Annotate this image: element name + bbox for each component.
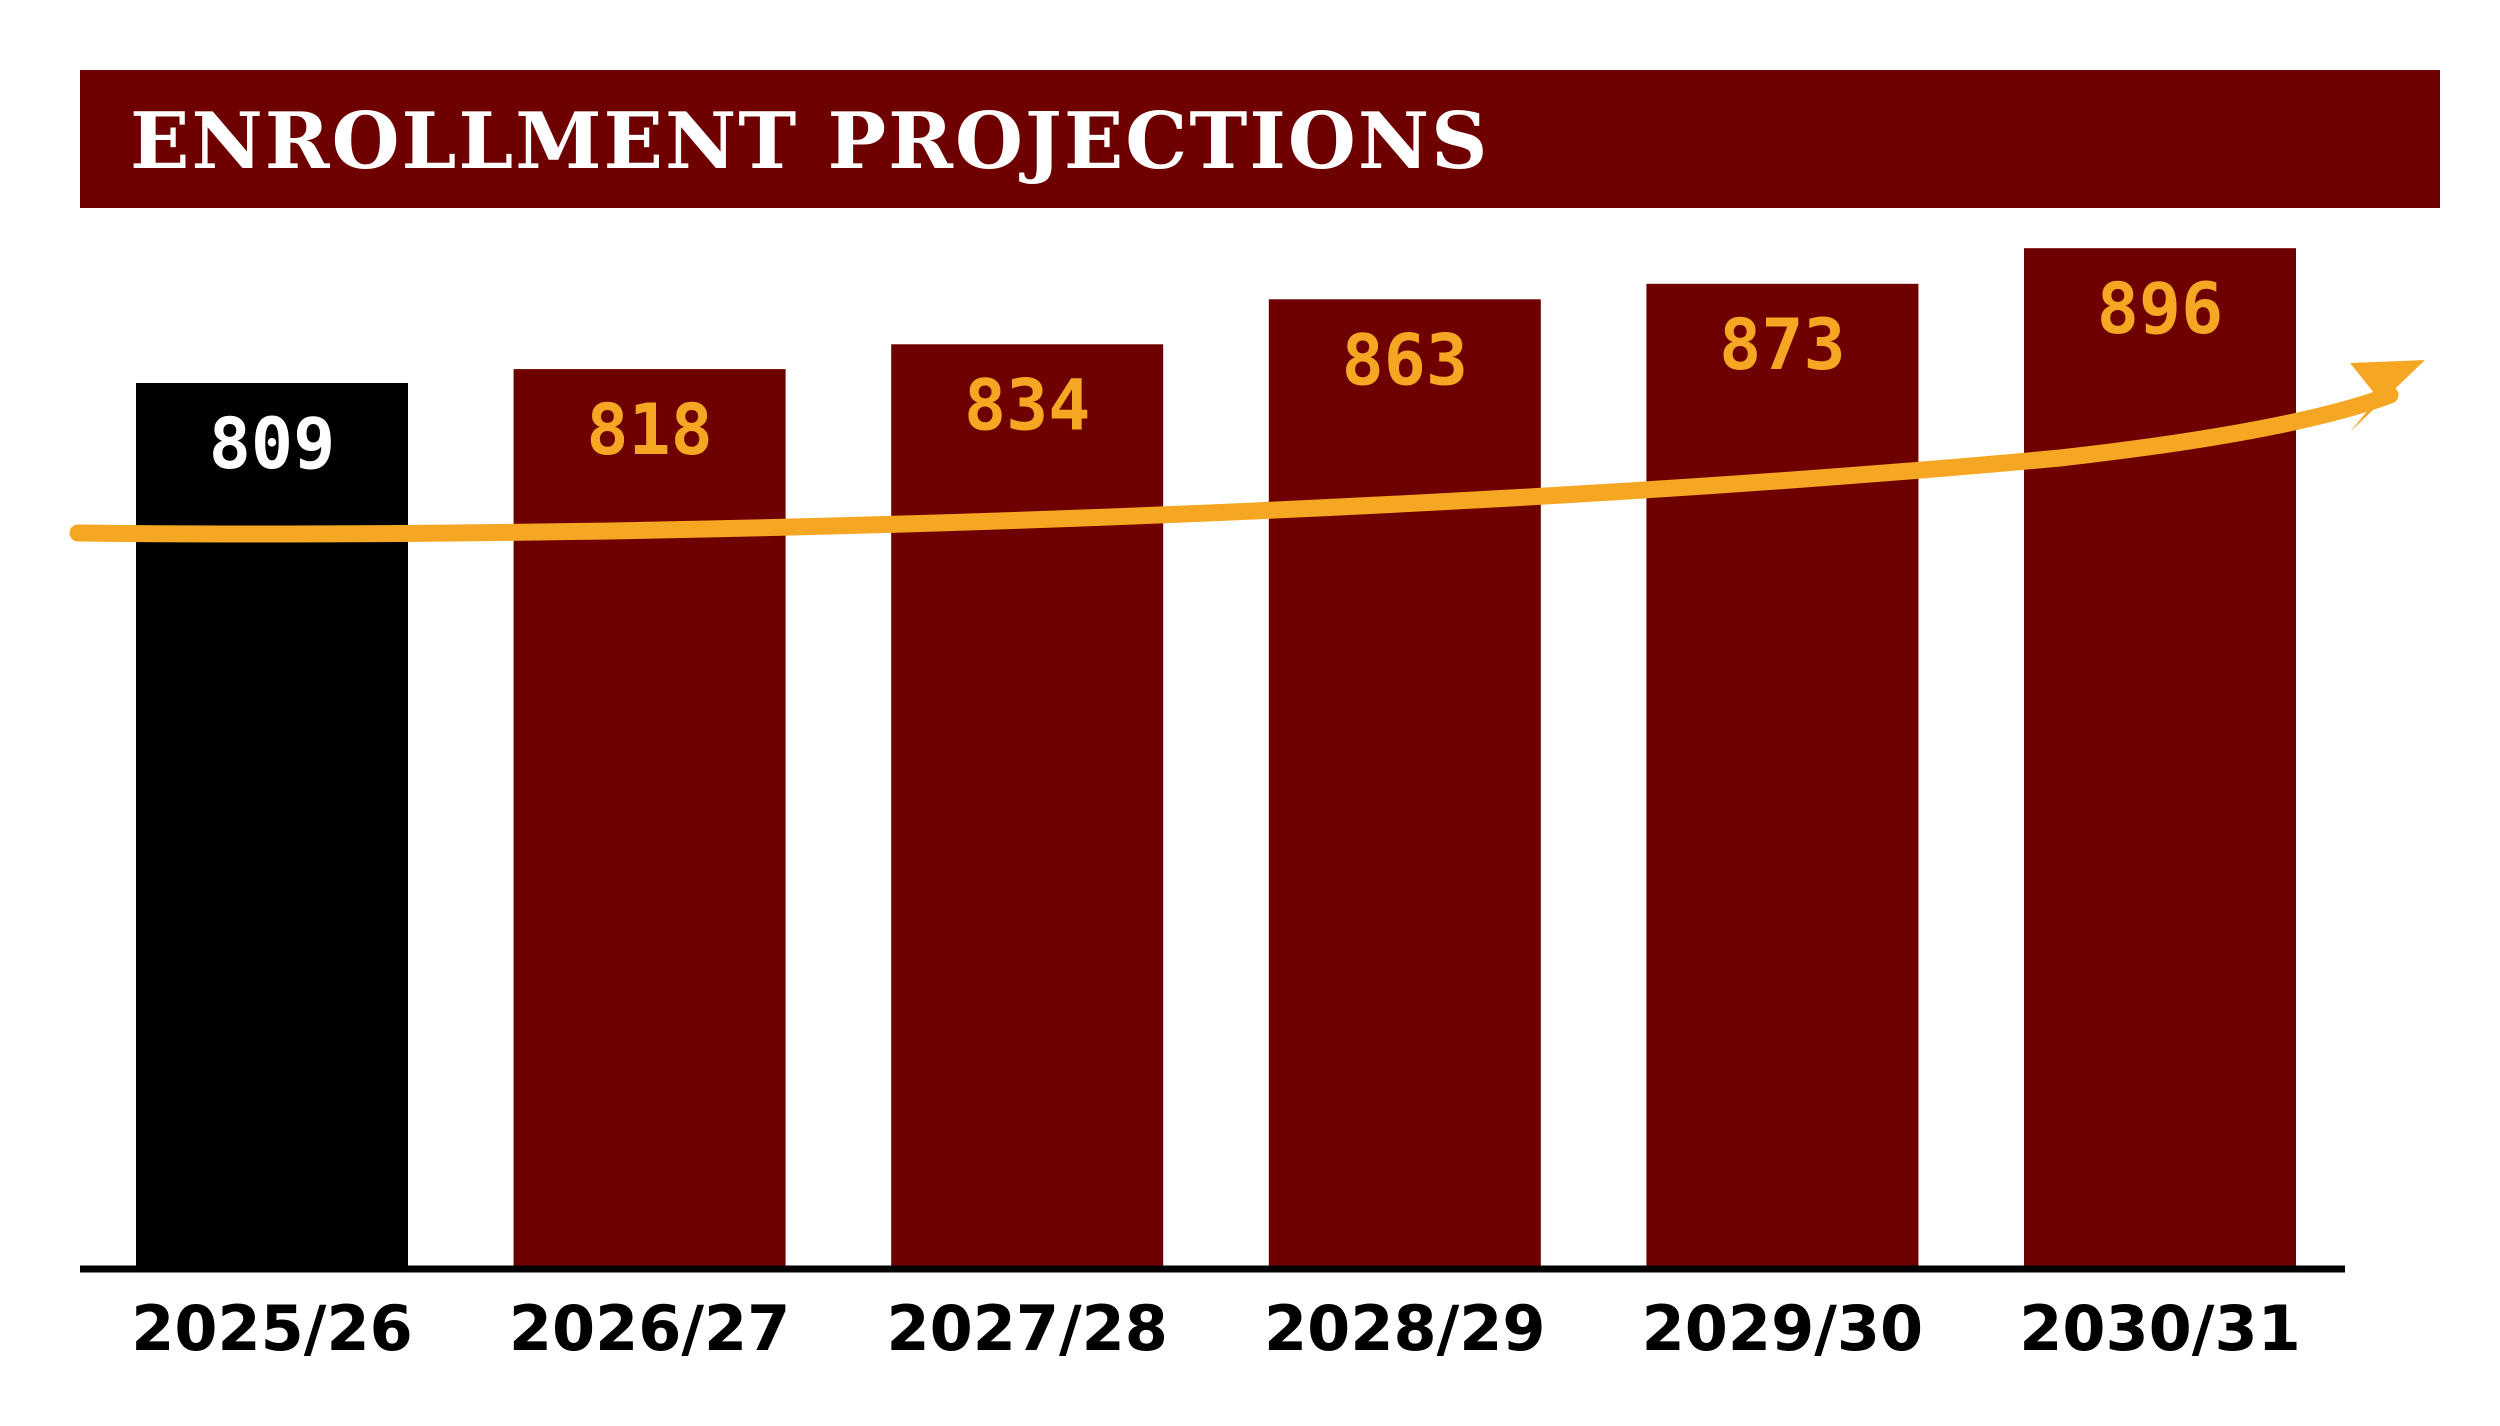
chart-title: ENROLLMENT PROJECTIONS [130, 96, 1489, 187]
value-label: 809 [209, 403, 335, 485]
value-label-group: 809 818 834 863 873 896 [209, 268, 2223, 485]
trend-arrow-line [69, 386, 2399, 543]
category-label: 2028/29 [1264, 1292, 1545, 1365]
value-label: 818 [586, 389, 712, 471]
trend-arrow-head [2350, 360, 2425, 432]
bar-group [136, 248, 2296, 1267]
title-banner [80, 70, 2440, 208]
bar-2030-31 [2024, 248, 2296, 1267]
bar-2025-26 [136, 383, 408, 1266]
bar-2028-29 [1268, 299, 1541, 1266]
value-label: 873 [1719, 304, 1845, 386]
category-label-group: 2025/26 2026/27 2027/28 2028/29 2029/30 2030/… [131, 1292, 2300, 1365]
category-label: 2029/30 [1642, 1292, 1923, 1365]
value-label: 896 [2097, 268, 2223, 350]
bar-2026-27 [513, 369, 786, 1267]
category-label: 2030/31 [2019, 1292, 2300, 1365]
category-label: 2026/27 [509, 1292, 790, 1365]
trend-arrow-group [69, 360, 2425, 543]
bar-2029-30 [1646, 283, 1919, 1266]
bar-2027-28 [891, 344, 1164, 1267]
category-label: 2025/26 [131, 1292, 412, 1365]
value-label: 863 [1342, 319, 1468, 401]
value-label: 834 [964, 364, 1090, 446]
category-label: 2027/28 [886, 1292, 1167, 1365]
